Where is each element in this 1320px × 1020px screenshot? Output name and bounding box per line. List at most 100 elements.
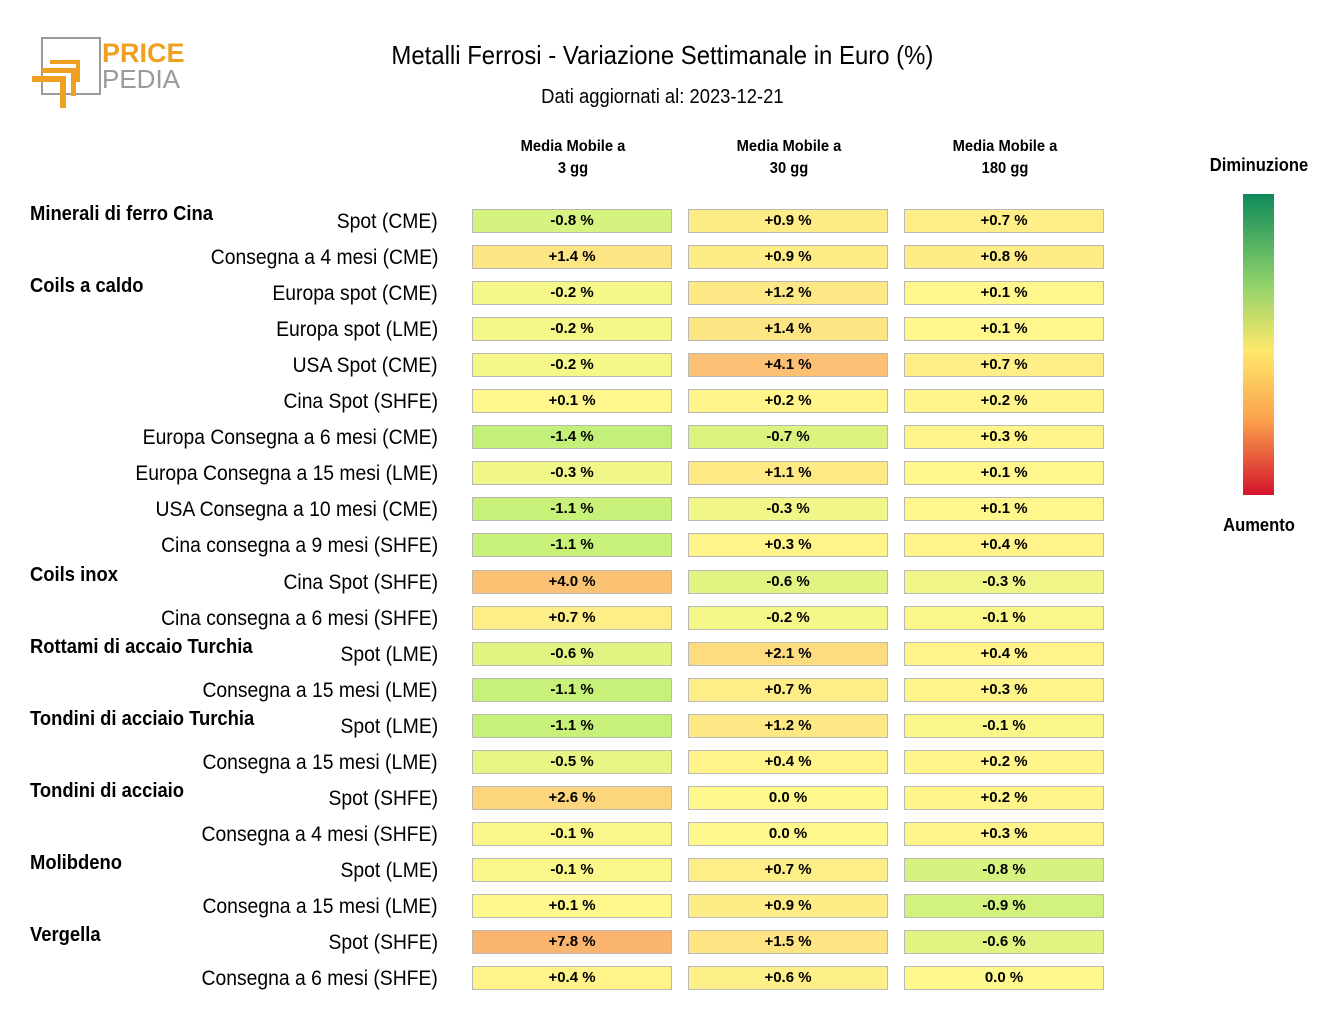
heatmap-cell: +0.1 % bbox=[904, 281, 1104, 306]
heatmap-cell: -0.1 % bbox=[904, 605, 1104, 630]
heatmap-cell: -0.2 % bbox=[688, 605, 888, 630]
heatmap-cell: -1.1 % bbox=[472, 713, 672, 738]
heatmap-cell: +0.1 % bbox=[904, 461, 1104, 486]
row-label: Cina consegna a 6 mesi (SHFE) bbox=[160, 606, 438, 630]
group-label: Minerali di ferro Cina bbox=[30, 203, 214, 225]
legend-bottom-label: Aumento bbox=[1223, 515, 1295, 535]
group-label: Tondini di acciaio bbox=[30, 779, 185, 802]
row-label: Europa spot (CME) bbox=[272, 282, 438, 306]
heatmap-cell: +0.1 % bbox=[472, 389, 672, 414]
heatmap-cell: +4.0 % bbox=[472, 569, 672, 594]
heatmap-cell: +0.7 % bbox=[688, 677, 888, 702]
heatmap-cell: -0.1 % bbox=[904, 713, 1104, 738]
group-label: Coils a caldo bbox=[30, 275, 144, 298]
heatmap-cell: -0.2 % bbox=[472, 317, 672, 342]
heatmap-cell: +0.2 % bbox=[904, 749, 1104, 774]
column-header-180gg: Media Mobile a 180 gg bbox=[952, 138, 1058, 177]
heatmap-cell: -0.8 % bbox=[472, 209, 672, 233]
heatmap-cell: -0.1 % bbox=[472, 821, 672, 846]
row-label: Consegna a 15 mesi (LME) bbox=[202, 894, 438, 918]
row-label: Europa Consegna a 15 mesi (LME) bbox=[135, 462, 438, 486]
heatmap-cell: -0.2 % bbox=[472, 353, 672, 378]
heatmap-cell: +0.3 % bbox=[904, 425, 1104, 450]
logo-text-bottom: PEDIA bbox=[102, 64, 181, 94]
row-label: Cina Spot (SHFE) bbox=[283, 390, 438, 414]
row-label: Spot (LME) bbox=[340, 642, 438, 666]
heatmap-cell: -0.9 % bbox=[904, 893, 1104, 918]
row-label: Cina Spot (SHFE) bbox=[283, 570, 438, 594]
column-header-3gg: Media Mobile a 3 gg bbox=[520, 138, 626, 177]
heatmap-cell: -0.3 % bbox=[472, 461, 672, 486]
heatmap-cell: +1.2 % bbox=[688, 281, 888, 306]
heatmap-cell: -0.6 % bbox=[904, 930, 1104, 954]
row-label: Consegna a 15 mesi (LME) bbox=[202, 678, 438, 702]
column-header-30gg: Media Mobile a 30 gg bbox=[736, 138, 842, 177]
row-label: Consegna a 4 mesi (CME) bbox=[210, 246, 438, 270]
heatmap-cell: +0.4 % bbox=[688, 749, 888, 774]
heatmap-cell: +0.3 % bbox=[904, 677, 1104, 702]
heatmap-cell: -0.6 % bbox=[688, 569, 888, 594]
heatmap-cell: +0.4 % bbox=[904, 641, 1104, 666]
heatmap-cell: +2.6 % bbox=[472, 785, 672, 810]
heatmap-cell: +1.5 % bbox=[688, 930, 888, 954]
heatmap-cell: -0.3 % bbox=[904, 569, 1104, 594]
pricepedia-logo: PRICE PEDIA bbox=[32, 37, 185, 108]
legend-top-label: Diminuzione bbox=[1209, 155, 1309, 175]
row-label: Cina consegna a 9 mesi (SHFE) bbox=[160, 534, 438, 558]
heatmap-cell: +2.1 % bbox=[688, 641, 888, 666]
row-label: Consegna a 15 mesi (LME) bbox=[202, 750, 438, 774]
row-label: USA Spot (CME) bbox=[293, 354, 438, 378]
heatmap-cell: +0.2 % bbox=[904, 389, 1104, 414]
heatmap-cell: +1.1 % bbox=[688, 461, 888, 486]
group-label: Vergella bbox=[30, 924, 101, 946]
heatmap-cell: +7.8 % bbox=[472, 930, 672, 954]
heatmap-cell: +4.1 % bbox=[688, 353, 888, 378]
row-label: Spot (CME) bbox=[337, 210, 438, 233]
heatmap-cell: +0.1 % bbox=[472, 893, 672, 918]
heatmap-cell: -0.1 % bbox=[472, 857, 672, 882]
heatmap-cell: +0.4 % bbox=[904, 533, 1104, 558]
group-label: Tondini di acciaio Turchia bbox=[30, 707, 255, 730]
group-label: Rottami di accaio Turchia bbox=[30, 635, 253, 658]
heatmap-cell: +0.9 % bbox=[688, 245, 888, 270]
row-label: Spot (LME) bbox=[340, 714, 438, 738]
heatmap-cell: -0.2 % bbox=[472, 281, 672, 306]
heatmap-cell: +1.4 % bbox=[472, 245, 672, 270]
group-label: Coils inox bbox=[30, 563, 118, 586]
heatmap-cell: +0.9 % bbox=[688, 209, 888, 233]
heatmap-cell: +1.2 % bbox=[688, 713, 888, 738]
group-label: Molibdeno bbox=[30, 851, 122, 874]
row-label: Spot (SHFE) bbox=[328, 931, 438, 954]
row-label: USA Consegna a 10 mesi (CME) bbox=[155, 498, 438, 522]
heatmap-cell: +0.7 % bbox=[472, 605, 672, 630]
heatmap-cell: -0.5 % bbox=[472, 749, 672, 774]
heatmap-cell: +0.9 % bbox=[688, 893, 888, 918]
row-label: Consegna a 6 mesi (SHFE) bbox=[201, 967, 438, 991]
legend-color-scale bbox=[1243, 194, 1274, 495]
chart-subtitle: Dati aggiornati al: 2023-12-21 bbox=[541, 86, 784, 108]
heatmap-cell: -1.1 % bbox=[472, 497, 672, 522]
heatmap-cell: +0.7 % bbox=[904, 209, 1104, 233]
logo-text-top: PRICE bbox=[102, 38, 185, 68]
heatmap-cell: -0.8 % bbox=[904, 857, 1104, 882]
heatmap-cell: +0.3 % bbox=[688, 533, 888, 558]
heatmap-cell: +0.4 % bbox=[472, 966, 672, 991]
heatmap-cell: +0.3 % bbox=[904, 821, 1104, 846]
row-label: Europa spot (LME) bbox=[275, 318, 438, 342]
heatmap-cell: +0.7 % bbox=[904, 353, 1104, 378]
row-label: Consegna a 4 mesi (SHFE) bbox=[201, 822, 438, 846]
row-label: Spot (LME) bbox=[340, 858, 438, 882]
heatmap-cell: 0.0 % bbox=[688, 821, 888, 846]
heatmap-cell: +0.2 % bbox=[904, 785, 1104, 810]
heatmap-cell: 0.0 % bbox=[688, 785, 888, 810]
heatmap-cell: +0.7 % bbox=[688, 857, 888, 882]
heatmap-cell: -0.7 % bbox=[688, 425, 888, 450]
heatmap-cell: +0.1 % bbox=[904, 317, 1104, 342]
heatmap-cell: +0.8 % bbox=[904, 245, 1104, 270]
heatmap-cell: +0.1 % bbox=[904, 497, 1104, 522]
row-label: Europa Consegna a 6 mesi (CME) bbox=[142, 426, 438, 450]
heatmap-cell: -0.6 % bbox=[472, 641, 672, 666]
heatmap-cell: +0.2 % bbox=[688, 389, 888, 414]
heatmap-cell: -0.3 % bbox=[688, 497, 888, 522]
heatmap-cell: -1.1 % bbox=[472, 677, 672, 702]
